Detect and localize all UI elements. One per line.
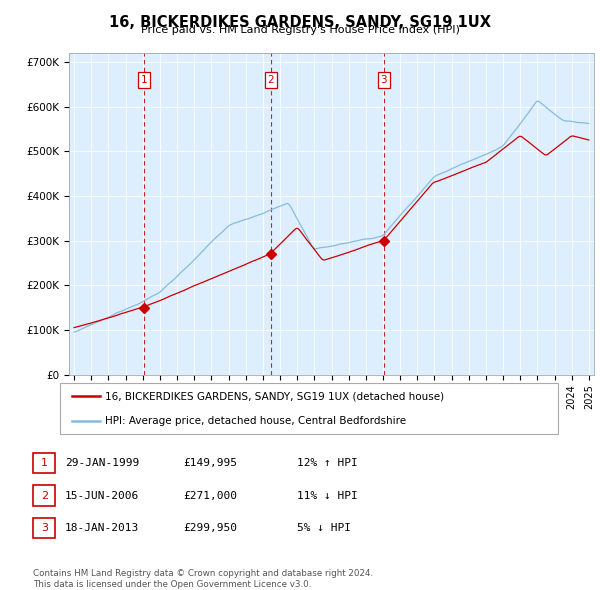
Text: 29-JAN-1999: 29-JAN-1999 <box>65 458 139 468</box>
Text: 18-JAN-2013: 18-JAN-2013 <box>65 523 139 533</box>
Text: Price paid vs. HM Land Registry's House Price Index (HPI): Price paid vs. HM Land Registry's House … <box>140 25 460 35</box>
Text: HPI: Average price, detached house, Central Bedfordshire: HPI: Average price, detached house, Cent… <box>105 416 406 426</box>
Text: 5% ↓ HPI: 5% ↓ HPI <box>297 523 351 533</box>
Text: 3: 3 <box>380 75 387 85</box>
Text: 3: 3 <box>41 523 48 533</box>
Text: Contains HM Land Registry data © Crown copyright and database right 2024.: Contains HM Land Registry data © Crown c… <box>33 569 373 578</box>
Text: 15-JUN-2006: 15-JUN-2006 <box>65 491 139 500</box>
FancyBboxPatch shape <box>34 518 55 538</box>
FancyBboxPatch shape <box>60 384 558 434</box>
Text: This data is licensed under the Open Government Licence v3.0.: This data is licensed under the Open Gov… <box>33 579 311 589</box>
Text: 1: 1 <box>41 458 48 468</box>
Text: 12% ↑ HPI: 12% ↑ HPI <box>297 458 358 468</box>
Text: 16, BICKERDIKES GARDENS, SANDY, SG19 1UX: 16, BICKERDIKES GARDENS, SANDY, SG19 1UX <box>109 15 491 30</box>
Text: £271,000: £271,000 <box>183 491 237 500</box>
FancyBboxPatch shape <box>34 486 55 506</box>
Text: £299,950: £299,950 <box>183 523 237 533</box>
Text: 2: 2 <box>268 75 274 85</box>
Text: 16, BICKERDIKES GARDENS, SANDY, SG19 1UX (detached house): 16, BICKERDIKES GARDENS, SANDY, SG19 1UX… <box>105 391 444 401</box>
Text: 2: 2 <box>41 491 48 500</box>
Text: 1: 1 <box>141 75 148 85</box>
Text: 11% ↓ HPI: 11% ↓ HPI <box>297 491 358 500</box>
FancyBboxPatch shape <box>34 453 55 473</box>
Text: £149,995: £149,995 <box>183 458 237 468</box>
